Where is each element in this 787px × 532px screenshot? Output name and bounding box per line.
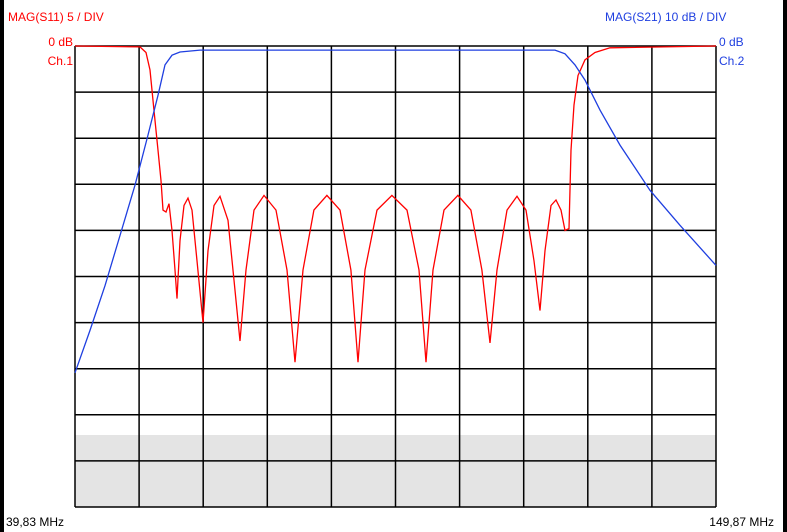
x-tick-label: 39,83 MHz [6,515,64,529]
ch1-name: Ch.1 [48,54,74,68]
left-border [0,0,4,532]
y2-tick-label: 0 dB [719,35,744,49]
grid [74,45,717,508]
y-tick-label: 0 dB [48,35,73,49]
trace [74,49,717,374]
x-tick-label: 149,87 MHz [709,515,774,529]
trace [74,45,717,363]
ch1-scale-label: MAG(S11) 5 / DIV [8,10,104,24]
ch2-name: Ch.2 [719,54,745,68]
ch2-scale-label: MAG(S21) 10 dB / DIV [605,10,726,24]
right-border [783,0,787,532]
